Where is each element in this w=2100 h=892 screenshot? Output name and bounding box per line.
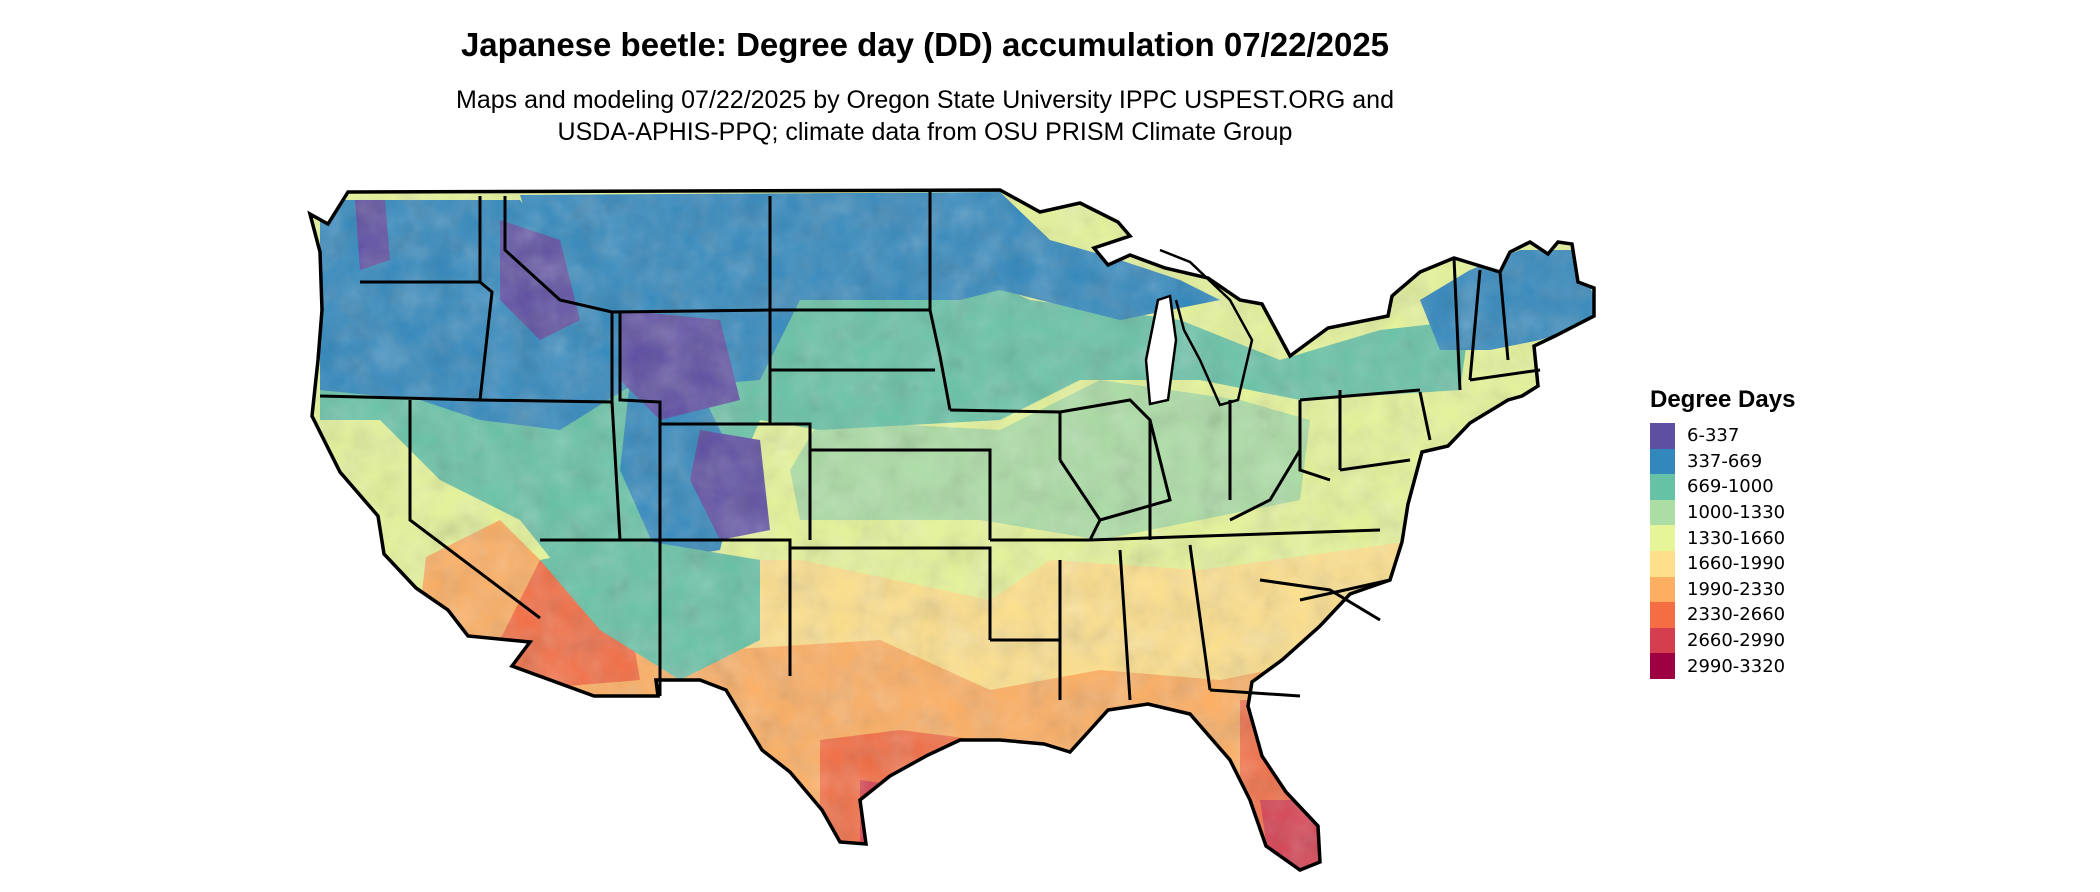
legend-label: 1000-1330 bbox=[1687, 502, 1786, 524]
legend-swatch bbox=[1650, 627, 1675, 654]
legend-item: 1990-2330 bbox=[1650, 576, 1795, 603]
legend-label: 337-669 bbox=[1687, 450, 1763, 472]
map-subtitle: Maps and modeling 07/22/2025 by Oregon S… bbox=[0, 84, 1850, 148]
legend-item: 1330-1660 bbox=[1650, 525, 1795, 551]
subtitle-line-2: USDA-APHIS-PPQ; climate data from OSU PR… bbox=[557, 118, 1293, 146]
legend-label: 6-337 bbox=[1687, 425, 1740, 447]
legend-items: 6-337 337-669 669-1000 1000-1330 1330-16… bbox=[1650, 423, 1795, 679]
legend-item: 337-669 bbox=[1650, 448, 1795, 475]
legend-item: 2660-2990 bbox=[1650, 627, 1795, 654]
legend-swatch bbox=[1650, 448, 1675, 475]
legend-label: 2330-2660 bbox=[1687, 604, 1786, 626]
legend-label: 669-1000 bbox=[1687, 476, 1774, 498]
legend-swatch bbox=[1650, 499, 1675, 526]
legend-swatch bbox=[1650, 653, 1675, 679]
map-title: Japanese beetle: Degree day (DD) accumul… bbox=[460, 26, 1390, 63]
legend-label: 1990-2330 bbox=[1687, 578, 1786, 600]
legend-swatch bbox=[1650, 602, 1675, 628]
legend-swatch bbox=[1650, 576, 1675, 603]
state-borders bbox=[319, 190, 1541, 701]
legend-swatch bbox=[1650, 550, 1675, 577]
legend-swatch bbox=[1650, 423, 1675, 449]
legend: Degree Days 6-337 337-669 669-1000 1000-… bbox=[1650, 386, 1795, 679]
legend-swatch bbox=[1650, 525, 1675, 551]
legend-label: 2660-2990 bbox=[1687, 630, 1786, 652]
legend-label: 2990-3320 bbox=[1687, 655, 1786, 677]
legend-swatch bbox=[1650, 474, 1675, 500]
subtitle-line-1: Maps and modeling 07/22/2025 by Oregon S… bbox=[456, 86, 1394, 114]
legend-item: 2990-3320 bbox=[1650, 653, 1795, 679]
legend-item: 1660-1990 bbox=[1650, 550, 1795, 577]
legend-item: 6-337 bbox=[1650, 423, 1795, 449]
legend-item: 2330-2660 bbox=[1650, 602, 1795, 628]
legend-title: Degree Days bbox=[1650, 386, 1796, 413]
legend-label: 1330-1660 bbox=[1687, 527, 1786, 549]
legend-item: 669-1000 bbox=[1650, 474, 1795, 500]
legend-label: 1660-1990 bbox=[1687, 553, 1786, 575]
legend-item: 1000-1330 bbox=[1650, 499, 1795, 526]
